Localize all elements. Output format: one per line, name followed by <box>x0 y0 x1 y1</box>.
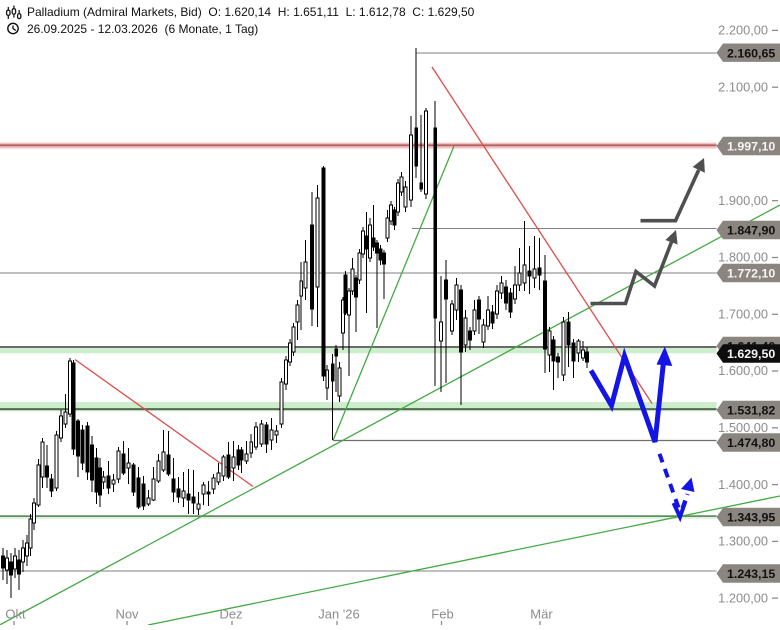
svg-text:Jan '26: Jan '26 <box>318 607 360 622</box>
svg-text:1.300,00: 1.300,00 <box>718 534 768 549</box>
svg-text:2.160,65: 2.160,65 <box>727 46 775 60</box>
svg-text:Nov: Nov <box>115 607 139 622</box>
svg-text:1.629,50: 1.629,50 <box>727 347 775 361</box>
svg-text:1.772,10: 1.772,10 <box>727 267 775 281</box>
svg-text:2.200,00: 2.200,00 <box>718 23 768 38</box>
svg-text:Dez: Dez <box>219 607 242 622</box>
svg-text:1.847,90: 1.847,90 <box>727 224 775 238</box>
svg-text:Mär: Mär <box>530 607 553 622</box>
svg-text:1.700,00: 1.700,00 <box>718 307 768 322</box>
svg-text:Feb: Feb <box>431 607 453 622</box>
svg-text:Okt: Okt <box>5 607 26 622</box>
svg-text:1.800,00: 1.800,00 <box>718 250 768 265</box>
svg-text:1.900,00: 1.900,00 <box>718 193 768 208</box>
svg-text:1.500,00: 1.500,00 <box>718 420 768 435</box>
svg-text:2.100,00: 2.100,00 <box>718 79 768 94</box>
svg-text:Palladium (Admiral Markets, Bi: Palladium (Admiral Markets, Bid) O: 1.62… <box>27 5 475 19</box>
svg-text:1.531,82: 1.531,82 <box>727 404 775 418</box>
svg-text:1.243,15: 1.243,15 <box>727 567 775 581</box>
svg-text:1.474,80: 1.474,80 <box>727 436 775 450</box>
svg-text:1.400,00: 1.400,00 <box>718 477 768 492</box>
svg-text:1.600,00: 1.600,00 <box>718 363 768 378</box>
svg-text:1.343,95: 1.343,95 <box>727 511 775 525</box>
svg-text:1.997,10: 1.997,10 <box>727 140 775 154</box>
svg-text:26.09.2025 - 12.03.2026 (6 Mo: 26.09.2025 - 12.03.2026 (6 Monate, 1 Tag… <box>27 22 258 36</box>
svg-text:1.200,00: 1.200,00 <box>718 590 768 605</box>
